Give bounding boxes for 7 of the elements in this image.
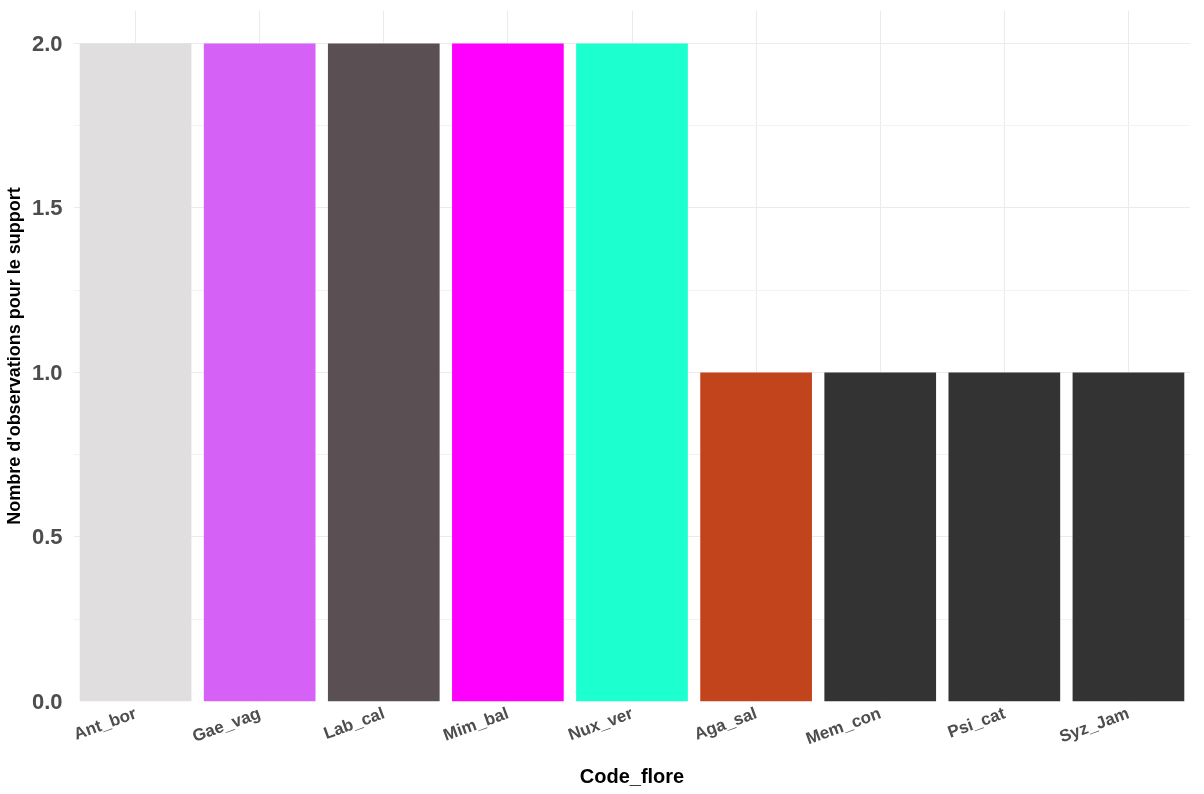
x-axis-title: Code_flore: [579, 765, 685, 788]
y-tick-label: 2.0: [31, 30, 63, 56]
y-tick-label: 0.5: [31, 524, 63, 550]
y-axis-title: Nombre d'observations pour le support: [3, 187, 24, 525]
y-tick-label: 1.0: [31, 359, 63, 385]
y-tick-label: 1.5: [31, 195, 63, 221]
y-tick-label: 0.0: [31, 689, 63, 714]
